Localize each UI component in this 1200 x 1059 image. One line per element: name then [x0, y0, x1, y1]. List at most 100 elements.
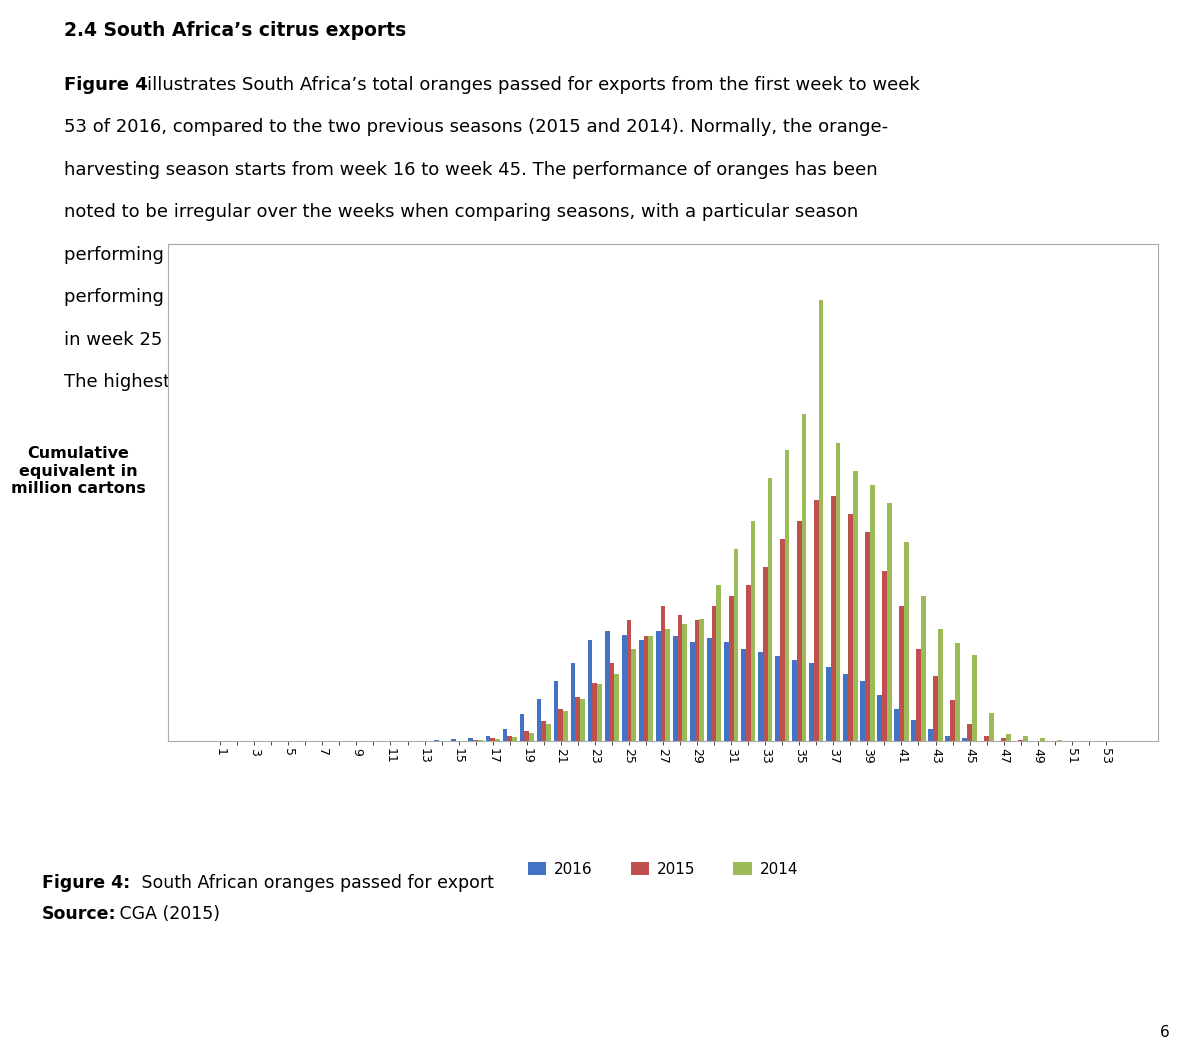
Bar — [967, 723, 972, 741]
Bar — [648, 636, 653, 741]
Text: in week 25 and weeks 27-29. Oranges performed best in 2014, from week 30 to week: in week 25 and weeks 27-29. Oranges perf… — [65, 331, 876, 349]
Bar — [503, 729, 508, 741]
Bar — [887, 503, 892, 741]
Text: illustrates South Africa’s total oranges passed for exports from the first week : illustrates South Africa’s total oranges… — [148, 76, 920, 94]
Bar — [750, 521, 755, 741]
Text: performing better than in 2015 and 2014 up until week 23.  In 2015, oranges perf: performing better than in 2015 and 2014 … — [65, 288, 924, 306]
Bar — [797, 521, 802, 741]
Bar — [989, 713, 994, 741]
Bar — [1001, 738, 1006, 741]
Bar — [899, 606, 904, 741]
Bar — [894, 710, 899, 741]
Bar — [775, 656, 780, 741]
Bar — [512, 737, 517, 741]
Text: The highest record for exports was in 2014 at 6.2 million cartons.: The highest record for exports was in 20… — [65, 374, 655, 392]
Text: 6: 6 — [1160, 1025, 1170, 1040]
Bar — [665, 629, 670, 741]
Bar — [745, 585, 750, 741]
Bar — [742, 649, 745, 741]
Bar — [588, 641, 593, 741]
Bar — [780, 539, 785, 741]
Bar — [802, 414, 806, 741]
Bar — [614, 674, 619, 741]
Bar — [626, 621, 631, 741]
Bar — [946, 736, 950, 741]
Bar — [1057, 740, 1062, 741]
Bar — [950, 700, 955, 741]
Bar — [638, 641, 643, 741]
Bar — [844, 674, 848, 741]
Bar — [656, 631, 661, 741]
Bar — [929, 729, 934, 741]
Bar — [814, 500, 818, 741]
Bar — [468, 738, 473, 741]
Bar — [962, 738, 967, 741]
Bar — [882, 571, 887, 741]
Bar — [870, 485, 875, 741]
Bar — [546, 724, 551, 741]
Bar — [678, 614, 683, 741]
Text: South African oranges passed for export: South African oranges passed for export — [136, 874, 493, 892]
Bar — [524, 731, 529, 741]
Bar — [529, 733, 534, 741]
Bar — [700, 620, 704, 741]
Bar — [877, 695, 882, 741]
Bar — [728, 595, 733, 741]
Bar — [541, 721, 546, 741]
Text: noted to be irregular over the weeks when comparing seasons, with a particular s: noted to be irregular over the weeks whe… — [65, 203, 858, 221]
Bar — [1024, 736, 1028, 741]
Text: Figure 4:: Figure 4: — [42, 874, 131, 892]
Bar — [491, 738, 496, 741]
Bar — [536, 699, 541, 741]
Bar — [809, 663, 814, 741]
Bar — [763, 568, 768, 741]
Bar — [934, 676, 938, 741]
Bar — [938, 629, 943, 741]
Bar — [768, 479, 773, 741]
Bar — [1040, 738, 1045, 741]
Bar — [553, 681, 558, 741]
Bar — [593, 683, 598, 741]
Legend: 2016, 2015, 2014: 2016, 2015, 2014 — [522, 856, 804, 883]
Bar — [984, 736, 989, 741]
Bar — [716, 585, 721, 741]
Text: harvesting season starts from week 16 to week 45. The performance of oranges has: harvesting season starts from week 16 to… — [65, 161, 878, 179]
Bar — [904, 542, 908, 741]
Bar — [581, 699, 584, 741]
Bar — [643, 636, 648, 741]
Bar — [860, 681, 865, 741]
Bar — [972, 654, 977, 741]
Bar — [508, 736, 512, 741]
Bar — [826, 667, 830, 741]
Bar — [473, 740, 478, 741]
Bar — [758, 652, 763, 741]
Text: Cumulative
equivalent in
million cartons: Cumulative equivalent in million cartons — [11, 446, 145, 497]
Bar — [911, 720, 916, 741]
Bar — [785, 450, 790, 741]
Text: Figure 4: Figure 4 — [65, 76, 155, 94]
Bar — [920, 595, 925, 741]
Bar — [724, 642, 728, 741]
Bar — [733, 550, 738, 741]
Bar — [563, 712, 568, 741]
Bar — [478, 740, 482, 741]
Bar — [835, 443, 840, 741]
Bar — [853, 471, 858, 741]
Bar — [683, 624, 688, 741]
Bar — [712, 606, 716, 741]
Bar — [690, 642, 695, 741]
Text: CGA (2015): CGA (2015) — [114, 905, 220, 923]
Bar — [848, 514, 853, 741]
Bar — [792, 660, 797, 741]
Bar — [571, 663, 576, 741]
Bar — [496, 739, 500, 741]
Bar — [610, 663, 614, 741]
Bar — [865, 532, 870, 741]
Bar — [695, 621, 700, 741]
Bar — [661, 606, 665, 741]
Bar — [1019, 740, 1024, 741]
Text: performing well in some weeks and less well in others. Thus far, in 2016, orange: performing well in some weeks and less w… — [65, 246, 904, 264]
Bar — [631, 649, 636, 741]
Bar — [598, 684, 602, 741]
Bar — [818, 301, 823, 741]
